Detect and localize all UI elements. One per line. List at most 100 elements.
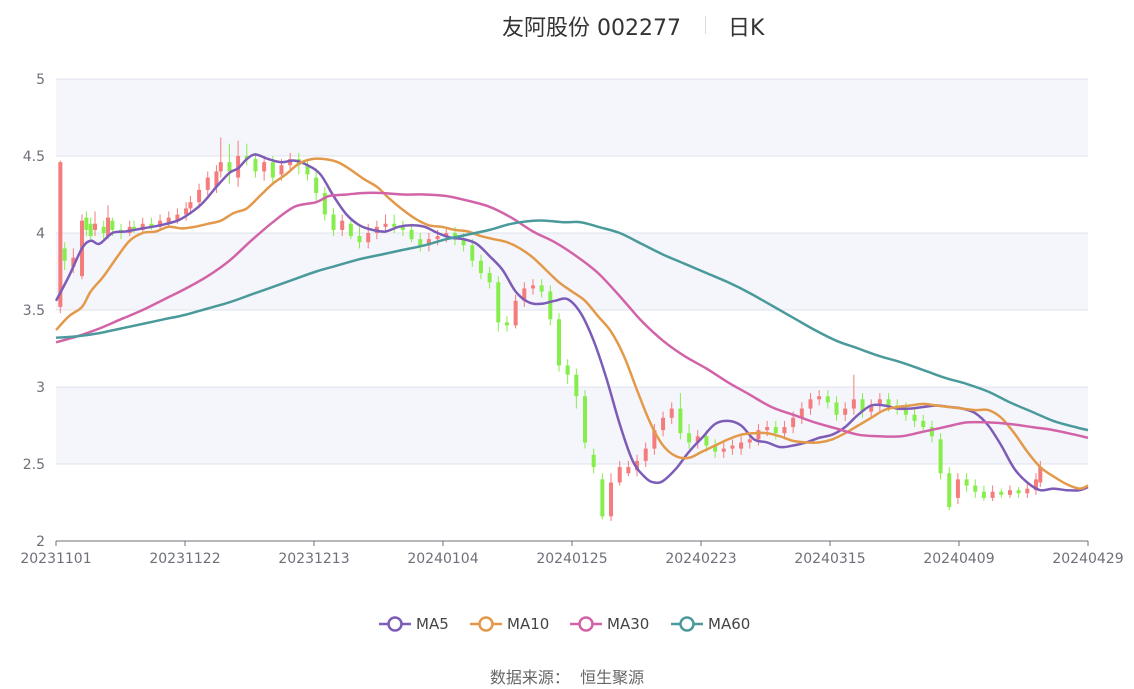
candle-body xyxy=(496,282,501,323)
candle-up xyxy=(188,196,193,215)
ma-line-ma30 xyxy=(55,191,1089,440)
candle-down xyxy=(478,254,483,280)
candle-body xyxy=(106,217,111,237)
candle-body xyxy=(184,208,189,215)
y-tick-label: 2.5 xyxy=(23,457,45,473)
candle-body xyxy=(756,430,761,440)
x-tick-label: 20231213 xyxy=(278,551,349,567)
candle-down xyxy=(556,313,561,372)
candle-body xyxy=(1007,490,1012,495)
candle-body xyxy=(1016,490,1021,494)
candle-down xyxy=(314,168,319,203)
candle-body xyxy=(730,445,735,449)
candle-body xyxy=(262,162,267,172)
candle-body xyxy=(860,399,865,412)
ma-line-ma5 xyxy=(54,153,1089,492)
candle-body xyxy=(314,177,319,193)
y-tick-label: 5 xyxy=(36,72,45,88)
candle-body xyxy=(617,467,622,483)
candle-body xyxy=(93,223,98,230)
candle-body xyxy=(938,439,943,474)
candle-down xyxy=(539,279,544,298)
candle-body xyxy=(383,223,388,227)
candle-up xyxy=(184,202,189,221)
candle-up xyxy=(106,205,111,240)
candle-up xyxy=(635,454,640,477)
legend-label-ma10: MA10 xyxy=(507,615,550,633)
candle-body xyxy=(504,322,509,326)
candle-body xyxy=(392,223,397,227)
candle-down xyxy=(999,488,1004,498)
candle-down xyxy=(825,390,830,409)
candle-up xyxy=(58,160,63,314)
candle-body xyxy=(461,239,466,246)
candle-body xyxy=(869,405,874,412)
candle-up xyxy=(513,294,518,329)
legend-marker-ma30 xyxy=(570,616,602,632)
period-label[interactable]: 日K xyxy=(728,16,765,41)
candle-down xyxy=(929,420,934,443)
candle-body xyxy=(799,408,804,418)
legend-item-ma10[interactable]: MA10 xyxy=(469,612,549,636)
candle-body xyxy=(999,491,1004,495)
candle-body xyxy=(747,439,752,443)
candle-body xyxy=(600,479,605,517)
candle-body xyxy=(808,399,813,409)
legend-item-ma60[interactable]: MA60 xyxy=(670,612,750,636)
candle-body xyxy=(929,427,934,437)
chart-title: 友阿股份 002277 日K xyxy=(0,6,1134,41)
candle-body xyxy=(687,433,692,443)
candle-up xyxy=(1033,473,1038,495)
y-axis: 2 2.5 3 3.5 4 4.5 5 xyxy=(23,72,45,550)
x-tick-label: 20231122 xyxy=(149,551,220,567)
candle-down xyxy=(912,408,917,428)
candle-down xyxy=(496,276,501,332)
candle-down xyxy=(687,423,692,449)
candle-body xyxy=(435,236,440,240)
candle-up xyxy=(782,420,787,440)
candle-body xyxy=(426,239,431,246)
candle-body xyxy=(851,399,856,409)
candle-body xyxy=(188,202,193,209)
candle-down xyxy=(305,159,310,181)
candle-body xyxy=(947,473,952,508)
plot-bands xyxy=(56,79,1088,464)
candle-body xyxy=(110,220,115,230)
candle-down xyxy=(591,448,596,474)
legend-label-ma30: MA30 xyxy=(607,615,650,633)
candle-body xyxy=(62,248,67,261)
candle-body xyxy=(990,491,995,498)
plot-band xyxy=(56,233,1088,310)
candle-up xyxy=(739,436,744,455)
candle-up xyxy=(643,442,648,468)
candle-body xyxy=(270,162,275,178)
candle-body xyxy=(1038,467,1043,483)
candle-body xyxy=(418,239,423,246)
y-tick-label: 2 xyxy=(36,534,45,550)
candle-down xyxy=(1016,487,1021,498)
candle-down xyxy=(409,223,414,243)
candle-down xyxy=(860,393,865,418)
candle-body xyxy=(58,162,63,307)
y-tick-label: 4.5 xyxy=(23,149,45,165)
candle-body xyxy=(444,233,449,237)
candle-body xyxy=(678,408,683,434)
legend-item-ma5[interactable]: MA5 xyxy=(378,612,449,636)
candle-body xyxy=(713,445,718,452)
candle-down xyxy=(947,467,952,511)
candle-body xyxy=(88,223,93,237)
candle-body xyxy=(661,417,666,431)
candle-up xyxy=(730,439,735,455)
legend-label-ma5: MA5 xyxy=(416,615,449,633)
candle-up xyxy=(626,460,631,477)
legend-item-ma30[interactable]: MA30 xyxy=(569,612,649,636)
candle-down xyxy=(418,233,423,252)
data-source: 数据来源： 恒生聚源 xyxy=(0,664,1134,688)
candle-body xyxy=(981,491,986,498)
candle-body xyxy=(548,291,553,320)
candle-down xyxy=(253,152,258,178)
candle-body xyxy=(166,217,171,224)
candle-body xyxy=(565,365,570,375)
candle-body xyxy=(669,408,674,418)
candle-body xyxy=(834,402,839,415)
